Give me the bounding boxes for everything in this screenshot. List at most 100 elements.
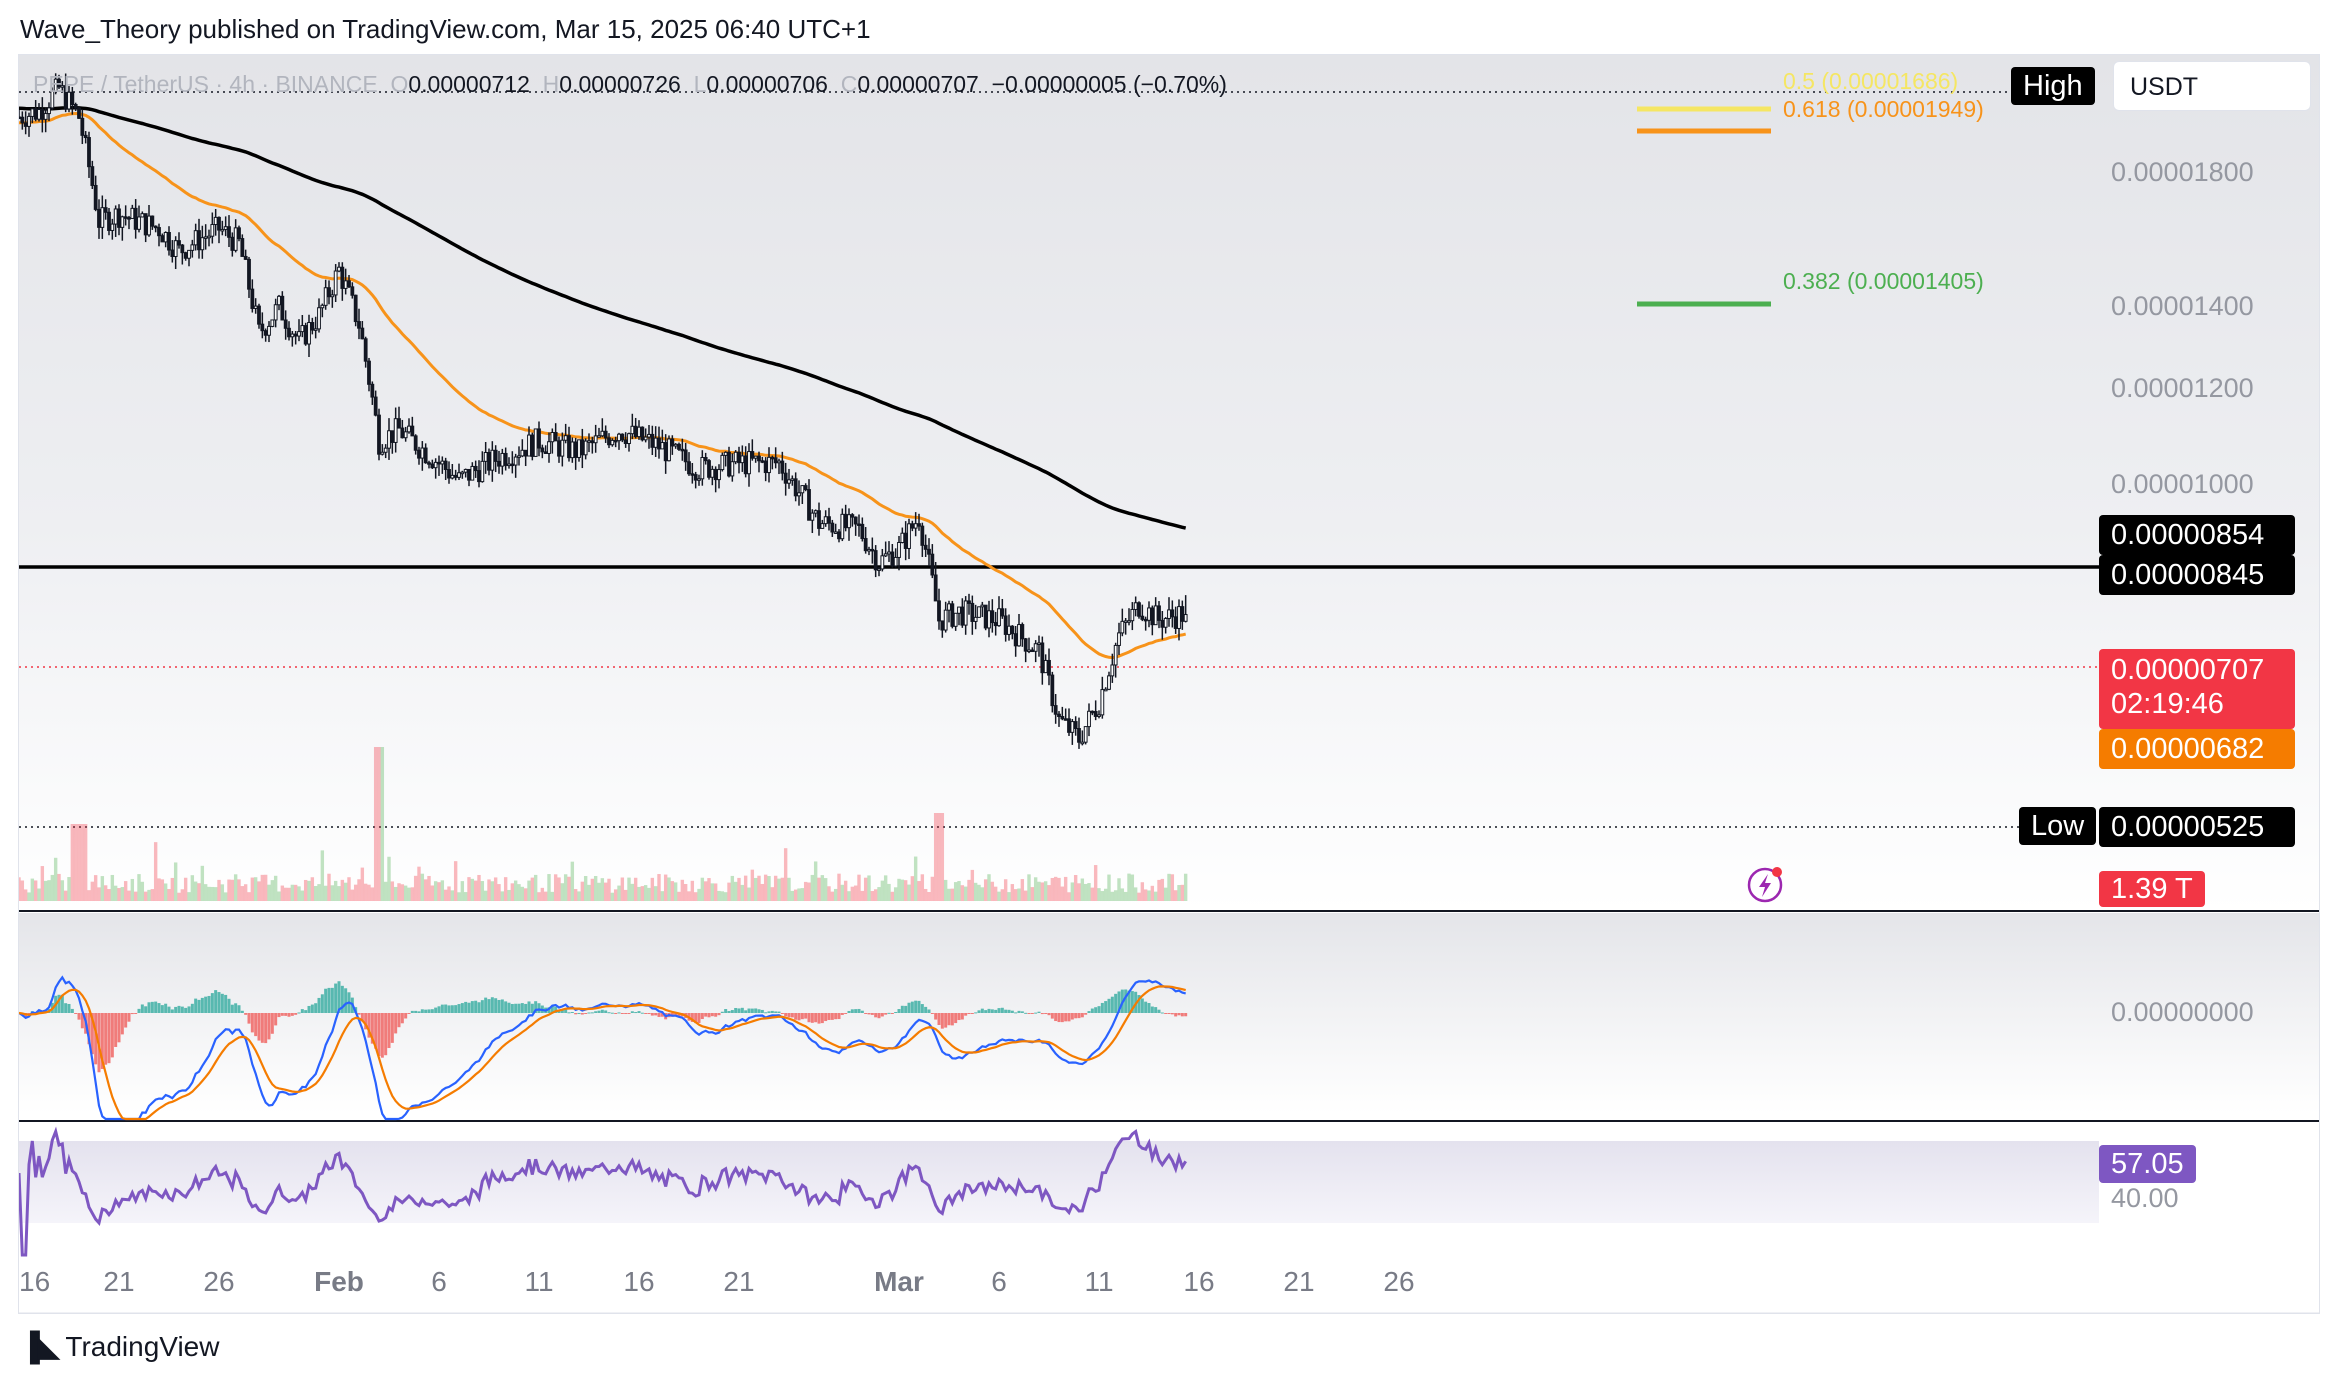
candle[interactable] bbox=[193, 223, 198, 251]
candle[interactable] bbox=[883, 541, 888, 558]
candle[interactable] bbox=[1080, 730, 1085, 746]
candle[interactable] bbox=[290, 330, 295, 347]
candle[interactable] bbox=[597, 427, 601, 438]
candle[interactable] bbox=[867, 546, 871, 556]
candle[interactable] bbox=[190, 239, 195, 258]
candle[interactable] bbox=[840, 508, 845, 542]
candle[interactable] bbox=[903, 521, 908, 561]
candle[interactable] bbox=[873, 545, 878, 578]
candle[interactable] bbox=[943, 601, 948, 633]
candle[interactable] bbox=[887, 541, 891, 562]
candle[interactable] bbox=[1157, 601, 1161, 629]
candle[interactable] bbox=[257, 303, 261, 329]
candle[interactable] bbox=[687, 452, 691, 476]
candle[interactable] bbox=[720, 452, 725, 472]
candle[interactable] bbox=[350, 282, 355, 299]
candle[interactable] bbox=[1077, 717, 1081, 749]
candle[interactable] bbox=[300, 315, 305, 338]
candle[interactable] bbox=[750, 439, 755, 461]
candle[interactable] bbox=[833, 523, 838, 534]
candle[interactable] bbox=[1070, 718, 1075, 745]
candle[interactable] bbox=[917, 513, 921, 531]
candle[interactable] bbox=[557, 436, 561, 463]
candle[interactable] bbox=[957, 606, 961, 626]
candle[interactable] bbox=[630, 413, 635, 440]
candle[interactable] bbox=[900, 527, 905, 544]
candle[interactable] bbox=[420, 441, 425, 471]
candle[interactable] bbox=[260, 312, 265, 339]
candle[interactable] bbox=[583, 438, 588, 460]
candle[interactable] bbox=[500, 448, 505, 475]
candle[interactable] bbox=[1000, 598, 1005, 619]
candle[interactable] bbox=[477, 460, 481, 488]
candle[interactable] bbox=[387, 418, 391, 460]
candle[interactable] bbox=[793, 472, 798, 502]
candle[interactable] bbox=[383, 444, 388, 459]
candle[interactable] bbox=[367, 357, 371, 392]
candle[interactable] bbox=[1147, 601, 1151, 628]
candle[interactable] bbox=[973, 604, 978, 630]
candle[interactable] bbox=[1177, 599, 1181, 641]
candle[interactable] bbox=[360, 321, 365, 340]
candle[interactable] bbox=[767, 447, 771, 483]
candle[interactable] bbox=[410, 416, 415, 437]
candle[interactable] bbox=[857, 514, 861, 537]
candle[interactable] bbox=[243, 249, 248, 260]
candle[interactable] bbox=[1117, 622, 1121, 655]
candle[interactable] bbox=[590, 436, 595, 454]
candle[interactable] bbox=[490, 441, 495, 482]
candle[interactable] bbox=[1010, 625, 1015, 640]
candle[interactable] bbox=[247, 256, 251, 298]
candle[interactable] bbox=[83, 131, 88, 144]
candle[interactable] bbox=[787, 468, 791, 489]
candle[interactable] bbox=[1103, 687, 1108, 692]
candle[interactable] bbox=[997, 596, 1001, 627]
candle[interactable] bbox=[1007, 614, 1011, 641]
candle[interactable] bbox=[1033, 640, 1038, 663]
candle[interactable] bbox=[880, 548, 885, 572]
candle[interactable] bbox=[320, 303, 325, 318]
candle[interactable] bbox=[340, 262, 345, 301]
candle[interactable] bbox=[1160, 611, 1165, 640]
candle[interactable] bbox=[927, 538, 931, 567]
candle[interactable] bbox=[913, 512, 918, 537]
candle[interactable] bbox=[397, 406, 401, 429]
candle[interactable] bbox=[757, 451, 761, 473]
candle[interactable] bbox=[1050, 671, 1055, 713]
candle[interactable] bbox=[727, 446, 731, 478]
candle[interactable] bbox=[333, 264, 338, 302]
candle[interactable] bbox=[977, 606, 981, 618]
candle[interactable] bbox=[497, 450, 501, 474]
candle[interactable] bbox=[207, 229, 211, 247]
candle[interactable] bbox=[587, 433, 591, 453]
candle[interactable] bbox=[613, 436, 618, 448]
candle[interactable] bbox=[1057, 711, 1061, 727]
candle[interactable] bbox=[70, 86, 75, 115]
candle[interactable] bbox=[1003, 608, 1008, 642]
candle[interactable] bbox=[467, 468, 471, 487]
candle[interactable] bbox=[137, 205, 141, 233]
candle[interactable] bbox=[460, 470, 465, 479]
candle[interactable] bbox=[97, 199, 101, 239]
candle[interactable] bbox=[180, 244, 185, 265]
candle[interactable] bbox=[680, 438, 685, 461]
candle[interactable] bbox=[1043, 654, 1048, 674]
candle[interactable] bbox=[987, 600, 991, 638]
candle[interactable] bbox=[863, 527, 868, 554]
candle[interactable] bbox=[447, 461, 451, 484]
candle[interactable] bbox=[593, 424, 598, 453]
candle[interactable] bbox=[403, 426, 408, 442]
candle[interactable] bbox=[1137, 601, 1141, 619]
candle[interactable] bbox=[380, 444, 385, 456]
candle[interactable] bbox=[550, 428, 555, 454]
candle[interactable] bbox=[993, 611, 998, 636]
symbol-name[interactable]: PEPE / TetherUS · 4h · BINANCE bbox=[33, 71, 378, 97]
candle[interactable] bbox=[677, 442, 681, 451]
candle[interactable] bbox=[870, 537, 875, 564]
candle[interactable] bbox=[523, 449, 528, 467]
candle[interactable] bbox=[923, 534, 928, 558]
candle[interactable] bbox=[150, 215, 155, 230]
candle[interactable] bbox=[253, 298, 258, 314]
candle[interactable] bbox=[450, 463, 455, 480]
candle[interactable] bbox=[1127, 608, 1131, 626]
